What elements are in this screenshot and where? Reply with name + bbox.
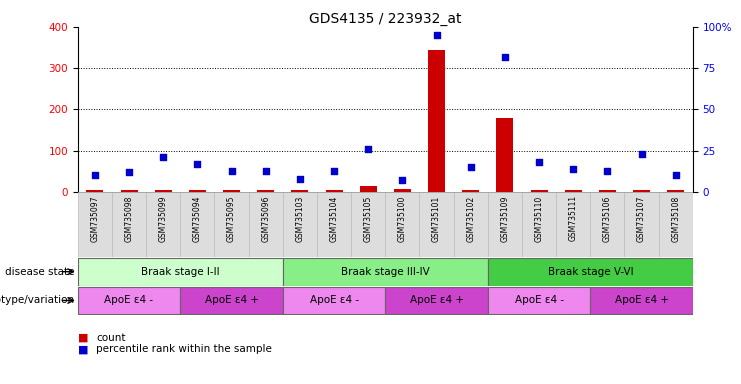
Bar: [633, 190, 650, 192]
Point: [260, 167, 272, 174]
Bar: [522, 192, 556, 257]
Text: GSM735098: GSM735098: [124, 195, 133, 242]
Text: Braak stage V-VI: Braak stage V-VI: [548, 266, 633, 277]
Bar: [317, 192, 351, 257]
Title: GDS4135 / 223932_at: GDS4135 / 223932_at: [309, 12, 462, 26]
Bar: [599, 190, 616, 192]
Point: [534, 159, 545, 166]
Bar: [453, 192, 488, 257]
Bar: [591, 286, 693, 314]
Text: GSM735110: GSM735110: [534, 195, 544, 242]
Text: GSM735099: GSM735099: [159, 195, 167, 242]
Text: count: count: [96, 333, 126, 343]
Bar: [625, 192, 659, 257]
Text: GSM735109: GSM735109: [500, 195, 509, 242]
Bar: [428, 50, 445, 192]
Point: [636, 151, 648, 157]
Text: ApoE ε4 +: ApoE ε4 +: [410, 295, 464, 306]
Text: GSM735096: GSM735096: [262, 195, 270, 242]
Bar: [667, 190, 684, 192]
Point: [431, 32, 442, 38]
Bar: [283, 192, 317, 257]
Text: ■: ■: [78, 333, 88, 343]
Bar: [283, 286, 385, 314]
Text: ApoE ε4 -: ApoE ε4 -: [104, 295, 153, 306]
Text: disease state: disease state: [4, 266, 74, 277]
Point: [568, 166, 579, 172]
Text: GSM735102: GSM735102: [466, 195, 475, 242]
Text: ApoE ε4 +: ApoE ε4 +: [205, 295, 259, 306]
Text: Braak stage III-IV: Braak stage III-IV: [341, 266, 430, 277]
Text: GSM735104: GSM735104: [330, 195, 339, 242]
Bar: [112, 192, 146, 257]
Bar: [121, 190, 138, 192]
Text: Braak stage I-II: Braak stage I-II: [141, 266, 219, 277]
Bar: [496, 118, 514, 192]
Bar: [556, 192, 591, 257]
Text: GSM735107: GSM735107: [637, 195, 646, 242]
Text: GSM735095: GSM735095: [227, 195, 236, 242]
Bar: [223, 190, 240, 192]
Bar: [78, 192, 112, 257]
Point: [294, 176, 306, 182]
Bar: [78, 286, 180, 314]
Point: [123, 169, 135, 175]
Bar: [180, 286, 283, 314]
Bar: [531, 190, 548, 192]
Bar: [87, 190, 104, 192]
Point: [670, 172, 682, 179]
Text: ApoE ε4 -: ApoE ε4 -: [310, 295, 359, 306]
Point: [602, 167, 614, 174]
Bar: [351, 192, 385, 257]
Bar: [419, 192, 453, 257]
Text: percentile rank within the sample: percentile rank within the sample: [96, 344, 272, 354]
Bar: [78, 258, 283, 286]
Bar: [257, 190, 274, 192]
Bar: [385, 286, 488, 314]
Bar: [462, 190, 479, 192]
Point: [465, 164, 476, 170]
Bar: [180, 192, 214, 257]
Text: GSM735094: GSM735094: [193, 195, 202, 242]
Bar: [488, 192, 522, 257]
Text: GSM735103: GSM735103: [296, 195, 305, 242]
Point: [328, 167, 340, 174]
Bar: [565, 190, 582, 192]
Text: GSM735097: GSM735097: [90, 195, 99, 242]
Bar: [488, 258, 693, 286]
Point: [396, 177, 408, 184]
Point: [225, 167, 237, 174]
Point: [499, 53, 511, 60]
Text: GSM735101: GSM735101: [432, 195, 441, 242]
Bar: [488, 286, 591, 314]
Bar: [155, 190, 172, 192]
Text: GSM735108: GSM735108: [671, 195, 680, 242]
Bar: [189, 190, 206, 192]
Point: [362, 146, 374, 152]
Text: ApoE ε4 +: ApoE ε4 +: [614, 295, 668, 306]
Bar: [249, 192, 283, 257]
Bar: [359, 186, 376, 192]
Text: GSM735111: GSM735111: [569, 195, 578, 242]
Point: [157, 154, 169, 161]
Text: GSM735100: GSM735100: [398, 195, 407, 242]
Bar: [394, 189, 411, 192]
Bar: [214, 192, 249, 257]
Text: ApoE ε4 -: ApoE ε4 -: [514, 295, 564, 306]
Bar: [325, 190, 342, 192]
Bar: [291, 190, 308, 192]
Bar: [146, 192, 180, 257]
Bar: [591, 192, 625, 257]
Bar: [659, 192, 693, 257]
Bar: [283, 258, 488, 286]
Text: GSM735106: GSM735106: [603, 195, 612, 242]
Text: GSM735105: GSM735105: [364, 195, 373, 242]
Bar: [385, 192, 419, 257]
Text: ■: ■: [78, 344, 88, 354]
Text: genotype/variation: genotype/variation: [0, 295, 74, 306]
Point: [191, 161, 203, 167]
Point: [89, 172, 101, 179]
